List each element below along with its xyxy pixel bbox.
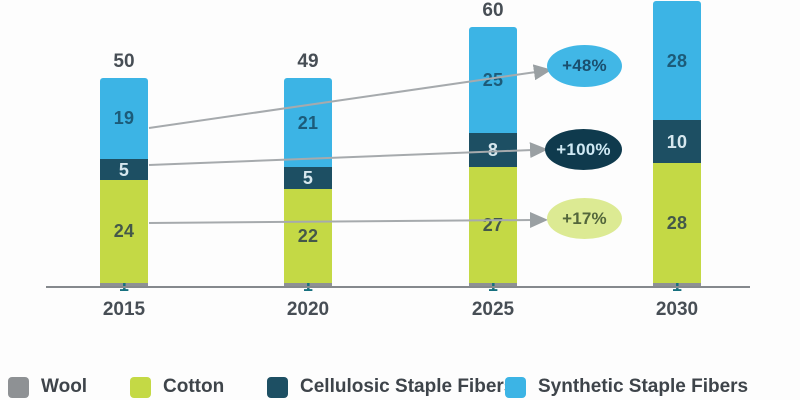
cotton-swatch-icon (130, 376, 151, 398)
bar-total-label-2020: 49 (297, 50, 319, 72)
bar-segment-cotton-2020 (284, 188, 332, 283)
bar-segment-cellulosic-staple-fibers-2030 (653, 120, 701, 164)
bar-value-label-cotton-2030: 28 (666, 212, 688, 233)
bar-value-label-wool-2025: 1 (487, 274, 499, 295)
bar-segment-cotton-2025 (469, 167, 517, 283)
x-tick-2025: 2025 (471, 299, 515, 320)
bar-value-label-cellulosic-staple-fibers-2015: 5 (118, 159, 130, 180)
growth-badge-synthetic: +48% (547, 45, 622, 87)
wool-swatch-icon (8, 376, 29, 398)
bar-segment-synthetic-staple-fibers-2030 (653, 0, 701, 121)
bar-value-label-synthetic-staple-fibers-2030: 28 (666, 50, 688, 71)
legend-label-synthetic: Synthetic Staple Fibers (538, 376, 749, 397)
legend-label-cellulosic: Cellulosic Staple Fibers (300, 376, 515, 397)
growth-badge-synthetic-label: +48% (562, 56, 607, 75)
legend: Wool Cotton Cellulosic Staple Fibers Syn… (0, 374, 800, 400)
legend-label-cotton: Cotton (163, 376, 225, 397)
growth-badge-cotton-label: +17% (562, 208, 607, 228)
bar-value-label-wool-2030: 1 (671, 274, 683, 295)
legend-item-cotton: Cotton (130, 376, 224, 398)
x-tick-2020: 2020 (286, 299, 330, 320)
legend-item-cellulosic: Cellulosic Staple Fibers (267, 376, 514, 398)
bar-segment-cotton-2030 (653, 163, 701, 283)
bar-segment-cellulosic-staple-fibers-2015 (100, 158, 148, 181)
x-axis-line (46, 286, 750, 288)
growth-badge-cotton: +17% (547, 198, 622, 239)
bar-total-label-2015: 50 (113, 50, 135, 72)
synthetic-swatch-icon (505, 376, 526, 398)
growth-badge-cellulosic: +100% (545, 129, 622, 170)
bar-segment-cotton-2015 (100, 180, 148, 283)
x-tick-2015: 2015 (102, 299, 146, 320)
x-tick-2030: 2030 (655, 299, 699, 320)
growth-badge-cellulosic-label: +100% (556, 139, 611, 159)
legend-label-wool: Wool (41, 376, 88, 397)
bar-segment-wool-2025 (469, 282, 517, 287)
bar-value-label-cellulosic-staple-fibers-2030: 10 (666, 131, 688, 152)
bar-segment-wool-2020 (284, 282, 332, 287)
bar-segment-cellulosic-staple-fibers-2020 (284, 167, 332, 189)
legend-item-wool: Wool (8, 376, 87, 398)
bar-value-label-wool-2015: 1 (118, 274, 130, 295)
cellulosic-swatch-icon (267, 376, 288, 398)
bar-total-label-2025: 60 (482, 0, 504, 21)
bar-value-label-cellulosic-staple-fibers-2020: 5 (302, 168, 314, 189)
bar-segment-wool-2030 (653, 282, 701, 287)
legend-item-synthetic: Synthetic Staple Fibers (505, 376, 748, 398)
bar-segment-synthetic-staple-fibers-2015 (100, 77, 148, 159)
bar-value-label-synthetic-staple-fibers-2015: 19 (113, 108, 135, 129)
bar-value-label-wool-2020: 1 (302, 274, 314, 295)
bar-value-label-cotton-2020: 22 (297, 225, 319, 246)
bar-segment-wool-2015 (100, 282, 148, 287)
bar-value-label-cotton-2015: 24 (113, 221, 135, 242)
